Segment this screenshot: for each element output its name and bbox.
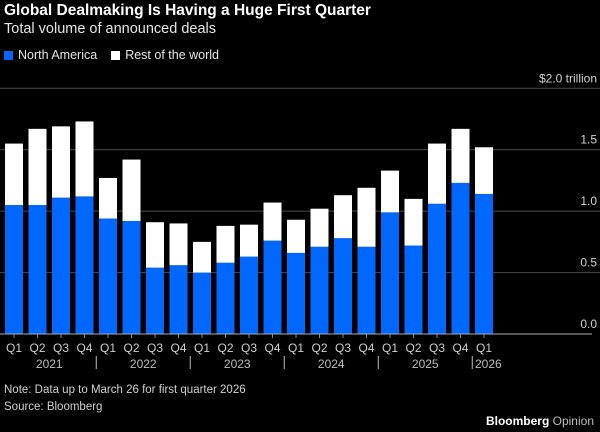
legend-swatch-rest-of-world: [111, 50, 121, 60]
bar-north-america: [52, 197, 70, 334]
bar-north-america: [357, 246, 376, 334]
chart-title: Global Dealmaking Is Having a Huge First…: [4, 2, 371, 19]
bar-rest-of-world: [240, 224, 258, 257]
bar-rest-of-world: [451, 128, 470, 183]
bar-north-america: [146, 267, 164, 334]
bar-north-america: [75, 196, 94, 334]
x-tick-label: Q1: [288, 341, 304, 355]
x-tick-label: Q3: [147, 341, 163, 355]
bar-rest-of-world: [263, 202, 282, 241]
x-tick-label: Q4: [170, 341, 186, 355]
year-label: 2023: [224, 357, 251, 371]
bar-north-america: [28, 205, 47, 334]
x-tick-label: Q4: [358, 341, 374, 355]
x-tick-label: Q4: [452, 341, 468, 355]
bar-rest-of-world: [122, 159, 141, 221]
x-tick-label: Q3: [335, 341, 351, 355]
y-tick-label: 1.0: [580, 194, 597, 208]
bar-north-america: [5, 205, 23, 334]
x-tick-label: Q2: [405, 341, 421, 355]
legend-label: North America: [18, 48, 98, 62]
bar-rest-of-world: [475, 147, 493, 194]
bar-north-america: [216, 262, 235, 334]
x-tick-label: Q1: [476, 341, 492, 355]
legend-swatch-north-america: [4, 50, 13, 60]
legend-item-north-america: North America: [4, 48, 97, 62]
bar-north-america: [193, 272, 211, 334]
bar-north-america: [428, 203, 446, 334]
x-tick-label: Q1: [6, 341, 22, 355]
bar-rest-of-world: [357, 187, 376, 247]
bar-rest-of-world: [99, 177, 117, 219]
bar-rest-of-world: [310, 208, 329, 247]
legend-item-rest-of-world: Rest of the world: [111, 48, 219, 62]
bar-north-america: [99, 218, 117, 334]
year-label: 2025: [412, 357, 439, 371]
chart-subtitle: Total volume of announced deals: [4, 21, 217, 37]
x-tick-label: Q3: [53, 341, 69, 355]
legend-label: Rest of the world: [125, 48, 219, 62]
bar-north-america: [240, 256, 258, 334]
bar-rest-of-world: [287, 219, 305, 253]
bar-north-america: [381, 212, 399, 334]
bar-north-america: [451, 182, 470, 334]
bar-rest-of-world: [52, 126, 70, 198]
x-tick-label: Q4: [264, 341, 280, 355]
x-tick-label: Q3: [241, 341, 257, 355]
bar-rest-of-world: [5, 143, 23, 206]
brand-logo: Bloomberg Opinion: [485, 414, 594, 428]
x-tick-label: Q4: [76, 341, 92, 355]
bar-rest-of-world: [193, 241, 211, 273]
x-tick-label: Q1: [382, 341, 398, 355]
x-tick-label: Q1: [194, 341, 210, 355]
x-tick-label: Q2: [29, 341, 45, 355]
x-tick-label: Q1: [100, 341, 116, 355]
x-tick-label: Q2: [217, 341, 233, 355]
year-label: 2024: [318, 357, 345, 371]
unit-label: $2.0 trillion: [539, 71, 597, 85]
bar-rest-of-world: [381, 170, 399, 213]
year-label: 2026: [475, 357, 502, 371]
bar-north-america: [287, 252, 305, 334]
bar-north-america: [404, 245, 423, 334]
bar-rest-of-world: [216, 225, 235, 263]
bar-rest-of-world: [28, 128, 47, 206]
bar-rest-of-world: [75, 121, 94, 197]
bar-rest-of-world: [146, 222, 164, 268]
bar-north-america: [122, 220, 141, 334]
bar-north-america: [334, 238, 352, 334]
bar-rest-of-world: [428, 143, 446, 204]
y-tick-label: 0.5: [580, 256, 597, 270]
bar-north-america: [169, 265, 188, 334]
bar-north-america: [475, 193, 493, 334]
y-tick-label: 1.5: [580, 133, 597, 147]
bar-north-america: [263, 240, 282, 334]
year-label: 2021: [36, 357, 63, 371]
y-tick-label: 0.0: [580, 317, 597, 331]
chart-source: Source: Bloomberg: [4, 401, 103, 413]
legend: North America Rest of the world: [4, 48, 219, 62]
bar-north-america: [310, 246, 329, 334]
bar-rest-of-world: [334, 195, 352, 239]
x-tick-label: Q2: [311, 341, 327, 355]
stacked-bar-chart: 0.0 0.5 1.0 1.5 $2.0 trillion Q1 Q2 Q3 Q4 Q1 Q2 Q3 Q…: [0, 71, 600, 371]
bar-rest-of-world: [169, 223, 188, 266]
x-tick-label: Q3: [429, 341, 445, 355]
x-tick-label: Q2: [123, 341, 139, 355]
year-label: 2022: [130, 357, 157, 371]
bar-rest-of-world: [404, 198, 423, 246]
chart-note: Note: Data up to March 26 for first quar…: [4, 384, 246, 396]
